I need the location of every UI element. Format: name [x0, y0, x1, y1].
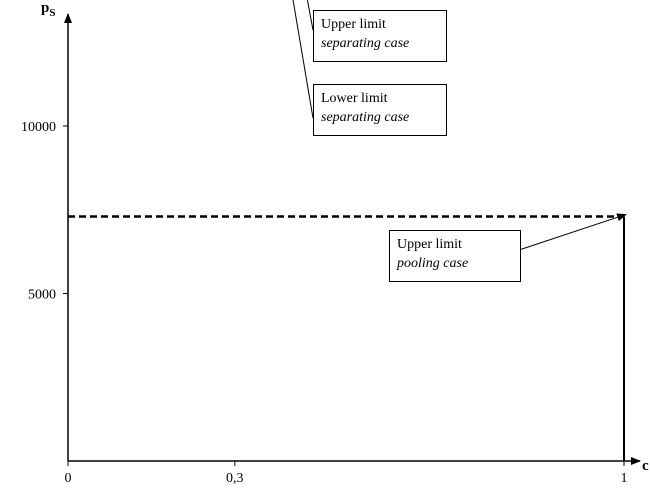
annotation-upper-separating: Upper limit separating case: [313, 10, 447, 62]
annotation-lower-separating-line1: Lower limit: [321, 91, 388, 106]
annotation-upper-separating-line2: separating case: [321, 36, 410, 51]
annotation-upper-separating-line1: Upper limit: [321, 17, 386, 32]
y-tick-label: 10000: [21, 120, 56, 135]
arrow-upper-sep: [306, 0, 314, 31]
x-tick-label: 0: [65, 471, 72, 486]
annotation-upper-pooling: Upper limit pooling case: [389, 230, 521, 282]
y-axis-label-main: p: [41, 0, 49, 16]
x-tick-label: 0,3: [226, 471, 244, 486]
series-lines: [68, 215, 625, 461]
arrow-lower-sep: [292, 0, 314, 119]
annotation-arrows: [292, 0, 627, 251]
x-tick-label: 1: [621, 471, 628, 486]
y-axis-label: pS: [41, 0, 55, 19]
axes: [64, 13, 641, 465]
y-axis-label-sub: S: [49, 7, 55, 19]
x-axis-label: c: [642, 458, 649, 474]
annotation-upper-pooling-line2: pooling case: [397, 256, 469, 271]
annotation-upper-pooling-line1: Upper limit: [397, 237, 462, 252]
y-tick-label: 5000: [28, 288, 56, 303]
annotation-lower-separating-line2: separating case: [321, 110, 410, 125]
ticks: 50001000015000200002500000,31: [21, 120, 628, 486]
annotation-lower-separating: Lower limit separating case: [313, 84, 447, 136]
arrow-upper-pool: [518, 213, 627, 251]
